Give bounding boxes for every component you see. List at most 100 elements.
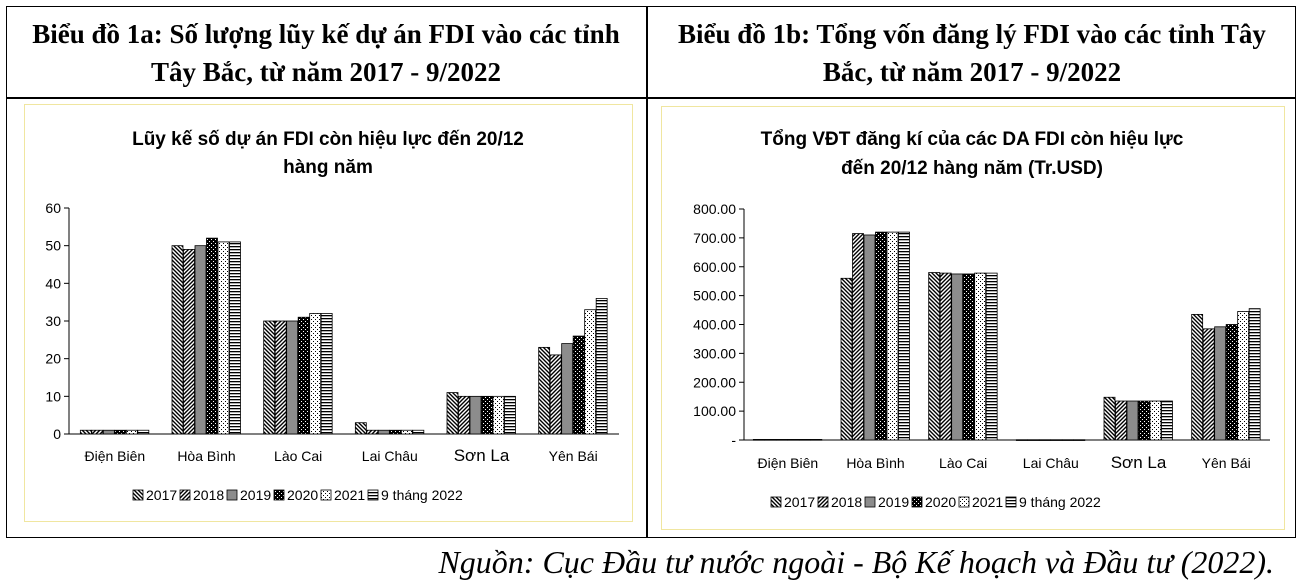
bar-lai-châu-2019 bbox=[1038, 439, 1051, 441]
bar-lào-cai-2017 bbox=[263, 320, 276, 435]
legend-swatch bbox=[179, 489, 191, 501]
x-tick-label: Lào Cai bbox=[939, 455, 987, 471]
bar-hòa-bình-9-tháng-2022 bbox=[898, 231, 910, 441]
bar-lai-châu-2020 bbox=[389, 429, 402, 435]
y-tick-label: 800.00 bbox=[693, 201, 736, 217]
chart-1b-header: Biểu đồ 1b: Tổng vốn đăng lý FDI vào các… bbox=[678, 19, 1266, 87]
bar-lào-cai-2017 bbox=[928, 272, 941, 441]
bar-điện-biên-2018 bbox=[764, 439, 777, 441]
x-tick-label: Yên Bái bbox=[549, 448, 598, 464]
chart-title-line: hàng năm bbox=[283, 157, 373, 178]
y-tick-label: 500.00 bbox=[693, 288, 736, 304]
legend-label: 2021 bbox=[334, 487, 365, 503]
bar-điện-biên-2019 bbox=[775, 439, 788, 441]
x-tick-label: Lai Châu bbox=[1023, 455, 1079, 471]
chart-1a-svg: Lũy kế số dự án FDI còn hiệu lực đến 20/… bbox=[45, 129, 619, 503]
bar-yên-bái-2017 bbox=[538, 346, 551, 435]
y-tick-label: 200.00 bbox=[693, 374, 736, 390]
bar-yên-bái-2020 bbox=[1225, 324, 1238, 441]
legend-swatch bbox=[864, 496, 876, 508]
bar-hòa-bình-2019 bbox=[194, 245, 207, 435]
bar-điện-biên-2020 bbox=[114, 429, 127, 435]
y-tick-label: 600.00 bbox=[693, 259, 736, 275]
bar-sơn-la-2018 bbox=[458, 395, 470, 435]
bar-lào-cai-9-tháng-2022 bbox=[320, 313, 333, 435]
y-tick-label: 60 bbox=[45, 200, 61, 216]
y-tick-label: 10 bbox=[45, 388, 61, 404]
bar-điện-biên-2021 bbox=[798, 439, 811, 441]
legend-label: 2017 bbox=[784, 494, 815, 510]
legend-swatch bbox=[958, 496, 970, 508]
column-divider bbox=[646, 6, 648, 538]
chart-1a-area: Lũy kế số dự án FDI còn hiệu lực đến 20/… bbox=[24, 104, 633, 522]
bar-hòa-bình-2021 bbox=[886, 231, 899, 441]
x-tick-label: Hòa Bình bbox=[177, 448, 235, 464]
bar-điện-biên-2021 bbox=[125, 429, 138, 435]
legend-swatch bbox=[367, 489, 379, 501]
bar-yên-bái-2017 bbox=[1191, 313, 1204, 441]
legend-swatch bbox=[320, 489, 332, 501]
legend-label: 9 tháng 2022 bbox=[1019, 494, 1101, 510]
legend-label: 2021 bbox=[972, 494, 1003, 510]
bar-lào-cai-9-tháng-2022 bbox=[985, 272, 998, 441]
legend-label: 2020 bbox=[287, 487, 318, 503]
bar-sơn-la-2019 bbox=[469, 395, 482, 435]
legend-swatch bbox=[273, 489, 285, 501]
legend-label: 2018 bbox=[193, 487, 224, 503]
bar-sơn-la-2017 bbox=[1103, 396, 1116, 441]
bar-sơn-la-9-tháng-2022 bbox=[1161, 400, 1173, 441]
bar-lai-châu-2021 bbox=[1061, 439, 1074, 441]
bar-điện-biên-2018 bbox=[91, 429, 104, 435]
bar-lào-cai-2018 bbox=[939, 272, 952, 441]
bar-lai-châu-2018 bbox=[1027, 439, 1040, 441]
chart-1b-svg: Tổng VĐT đăng kí của các DA FDI còn hiệu… bbox=[693, 129, 1270, 510]
bar-điện-biên-9-tháng-2022 bbox=[137, 429, 150, 435]
y-tick-label: 400.00 bbox=[693, 317, 736, 333]
x-tick-label: Điện Biên bbox=[84, 448, 145, 464]
bar-lào-cai-2020 bbox=[962, 273, 975, 441]
legend-label: 2019 bbox=[878, 494, 909, 510]
legend-swatch bbox=[911, 496, 923, 508]
legend-label: 2018 bbox=[831, 494, 862, 510]
y-tick-label: - bbox=[731, 432, 736, 448]
bar-lào-cai-2019 bbox=[286, 320, 299, 435]
bar-hòa-bình-2019 bbox=[863, 234, 876, 441]
x-tick-label: Sơn La bbox=[1111, 453, 1167, 472]
bar-lai-châu-2019 bbox=[377, 429, 390, 435]
bar-yên-bái-2019 bbox=[561, 343, 574, 435]
bar-hòa-bình-2020 bbox=[206, 237, 218, 435]
bar-yên-bái-2018 bbox=[549, 354, 562, 435]
chart-title-line: Lũy kế số dự án FDI còn hiệu lực đến 20/… bbox=[132, 129, 524, 150]
bar-lai-châu-2020 bbox=[1050, 439, 1063, 441]
bar-điện-biên-9-tháng-2022 bbox=[810, 439, 823, 441]
bar-lai-châu-2018 bbox=[366, 429, 379, 435]
bar-sơn-la-2017 bbox=[446, 392, 459, 435]
legend-label: 9 tháng 2022 bbox=[381, 487, 463, 503]
y-tick-label: 50 bbox=[45, 238, 61, 254]
bar-lào-cai-2021 bbox=[309, 313, 322, 435]
bar-sơn-la-2018 bbox=[1115, 400, 1127, 441]
y-tick-label: 30 bbox=[45, 313, 61, 329]
bar-hòa-bình-2018 bbox=[183, 249, 195, 435]
legend-label: 2019 bbox=[240, 487, 271, 503]
bar-yên-bái-2019 bbox=[1214, 326, 1227, 441]
chart-1b-area: Tổng VĐT đăng kí của các DA FDI còn hiệu… bbox=[661, 106, 1285, 530]
bar-lai-châu-2021 bbox=[400, 429, 413, 435]
legend-label: 2017 bbox=[146, 487, 177, 503]
bar-yên-bái-2021 bbox=[1237, 311, 1250, 441]
y-tick-label: 40 bbox=[45, 275, 61, 291]
bar-yên-bái-9-tháng-2022 bbox=[1248, 308, 1261, 441]
bar-sơn-la-2020 bbox=[481, 395, 493, 435]
bar-sơn-la-9-tháng-2022 bbox=[504, 395, 516, 435]
bar-hòa-bình-2020 bbox=[875, 231, 887, 441]
x-tick-label: Lai Châu bbox=[362, 448, 418, 464]
bar-lào-cai-2020 bbox=[297, 316, 310, 435]
bar-điện-biên-2017 bbox=[79, 429, 92, 435]
bar-hòa-bình-9-tháng-2022 bbox=[229, 241, 241, 435]
legend-swatch bbox=[817, 496, 829, 508]
legend-label: 2020 bbox=[925, 494, 956, 510]
bar-hòa-bình-2021 bbox=[217, 241, 230, 435]
bar-điện-biên-2019 bbox=[102, 429, 115, 435]
bar-yên-bái-9-tháng-2022 bbox=[595, 297, 608, 435]
x-tick-label: Lào Cai bbox=[274, 448, 322, 464]
